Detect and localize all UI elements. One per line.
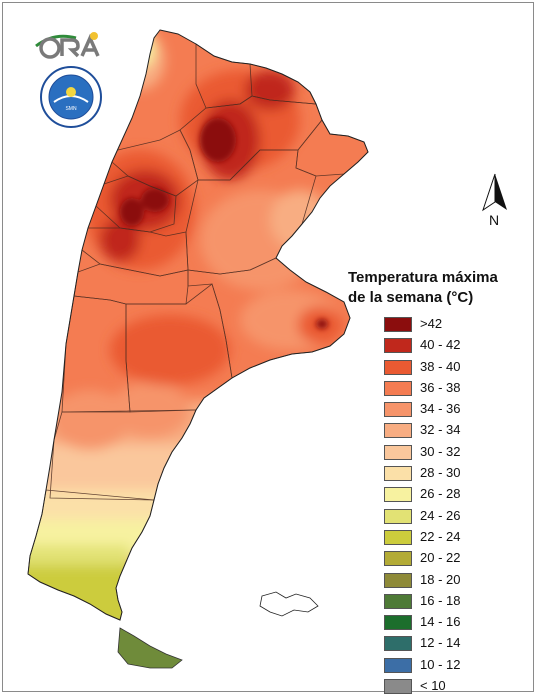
legend-swatch [384,572,412,588]
legend-swatch [384,529,412,545]
legend-swatch [384,679,412,695]
legend-label: < 10 [420,678,446,694]
legend-label: 26 - 28 [420,486,461,502]
map-legend: Temperatura máxima de la semana (°C) >42… [348,268,508,695]
legend-swatch [384,636,412,652]
svg-text:SMN: SMN [65,106,77,112]
north-arrow: N [478,172,512,234]
malvinas-islands [259,591,319,617]
legend-swatch [384,423,412,439]
tierra-del-fuego [117,627,183,669]
legend-label: 40 - 42 [420,337,461,353]
legend-label: 30 - 32 [420,443,461,459]
legend-label: 14 - 16 [420,614,461,630]
legend-label: 22 - 24 [420,528,461,544]
ora-logo [35,32,100,59]
legend-swatch [384,551,412,567]
legend-title-line2: de la semana (°C) [348,289,474,306]
north-arrow-icon [482,173,507,212]
legend-label: 28 - 30 [420,465,461,481]
legend-title-line1: Temperatura máxima [348,269,498,286]
legend-swatch [384,593,412,609]
legend-label: 16 - 18 [420,592,461,608]
legend-swatch [384,487,412,503]
legend-label: 36 - 38 [420,379,461,395]
legend-swatch [384,317,412,332]
legend-label: >42 [420,316,443,331]
legend-label: 20 - 22 [420,550,461,566]
legend-label: 18 - 20 [420,571,461,587]
legend-label: 32 - 34 [420,422,461,438]
legend-label: 38 - 40 [420,358,461,374]
legend-label: 34 - 36 [420,401,461,417]
legend-swatch [384,466,412,482]
legend-swatch [384,615,412,631]
legend-swatch [384,359,412,375]
legend-swatch [384,402,412,418]
legend-swatch [384,338,412,354]
legend-label: 24 - 26 [420,507,461,523]
legend-label: 10 - 12 [420,656,461,672]
legend-swatch [384,444,412,460]
legend-label: 12 - 14 [420,635,461,651]
legend-swatch [384,657,412,673]
legend-swatch [384,508,412,524]
north-label: N [489,212,500,228]
legend-swatch [384,380,412,396]
smn-logo: SMN [40,66,102,128]
